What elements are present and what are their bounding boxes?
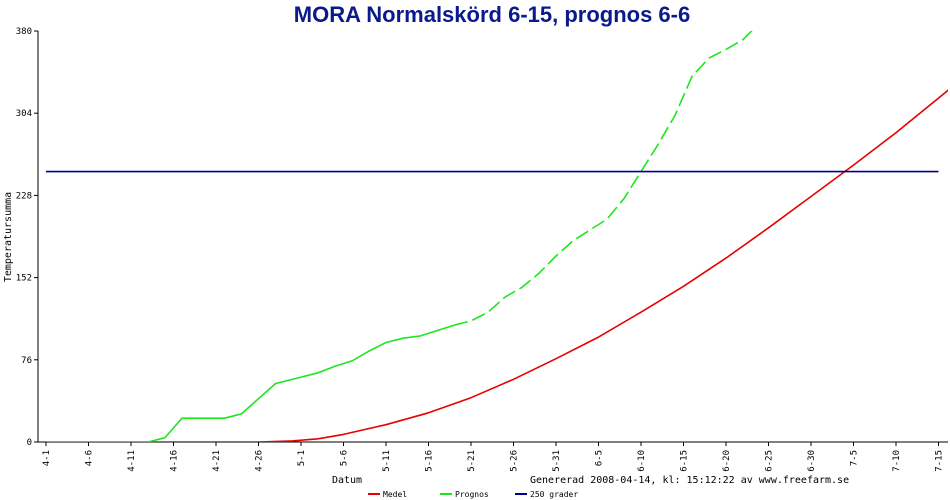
y-tick-label: 380 [16,27,32,37]
x-tick-label: 4-16 [170,450,180,472]
x-tick-label: 6-5 [595,450,605,466]
x-tick-label: 6-25 [765,450,775,472]
legend: Medel Prognos 250 grader [368,490,578,499]
x-tick-label: 5-1 [297,450,307,466]
y-tick-labels: 0 76 152 228 304 380 [16,27,32,448]
y-axis-label: Temperatursumma [3,192,14,282]
legend-label: Medel [383,490,407,499]
series-line-medel [46,89,948,442]
x-tick-label: 4-6 [85,450,95,466]
x-tick-label: 7-5 [850,450,860,466]
series-line-prognos [46,324,455,442]
x-tick-label: 5-31 [552,450,562,472]
x-tick-label: 7-15 [935,450,945,472]
y-tick-label: 228 [16,191,32,201]
series-lines [46,31,948,442]
x-tick-label: 5-6 [340,450,350,466]
x-tick-label: 6-30 [807,450,817,472]
x-tick-label: 4-21 [212,450,222,472]
x-tick-label: 4-26 [255,450,265,472]
legend-label: 250 grader [530,490,578,499]
x-tick-label: 4-11 [127,450,137,472]
axes [34,30,948,446]
x-tick-label: 4-1 [42,450,52,466]
x-tick-label: 7-10 [892,450,902,472]
x-tick-label: 5-11 [382,450,392,472]
y-tick-label: 76 [21,356,32,366]
legend-label: Prognos [455,490,489,499]
x-tick-label: 5-21 [467,450,477,472]
chart-title: MORA Normalskörd 6-15, prognos 6-6 [294,2,690,27]
x-tick-label: 6-15 [680,450,690,472]
y-tick-label: 152 [16,274,32,284]
x-tick-label: 6-20 [722,450,732,472]
generated-note: Genererad 2008-04-14, kl: 15:12:22 av ww… [530,475,849,486]
x-tick-label: 5-16 [425,450,435,472]
x-tick-label: 6-10 [637,450,647,472]
y-tick-label: 0 [27,438,32,448]
x-tick-labels: 4-1 4-6 4-11 4-16 4-21 4-26 5-1 5-6 5-11 5-16 5-21… [42,450,945,472]
series-line-prognos-dashed [453,31,753,326]
x-axis-label: Datum [332,475,362,486]
y-tick-label: 304 [16,109,32,119]
x-tick-label: 5-26 [510,450,520,472]
